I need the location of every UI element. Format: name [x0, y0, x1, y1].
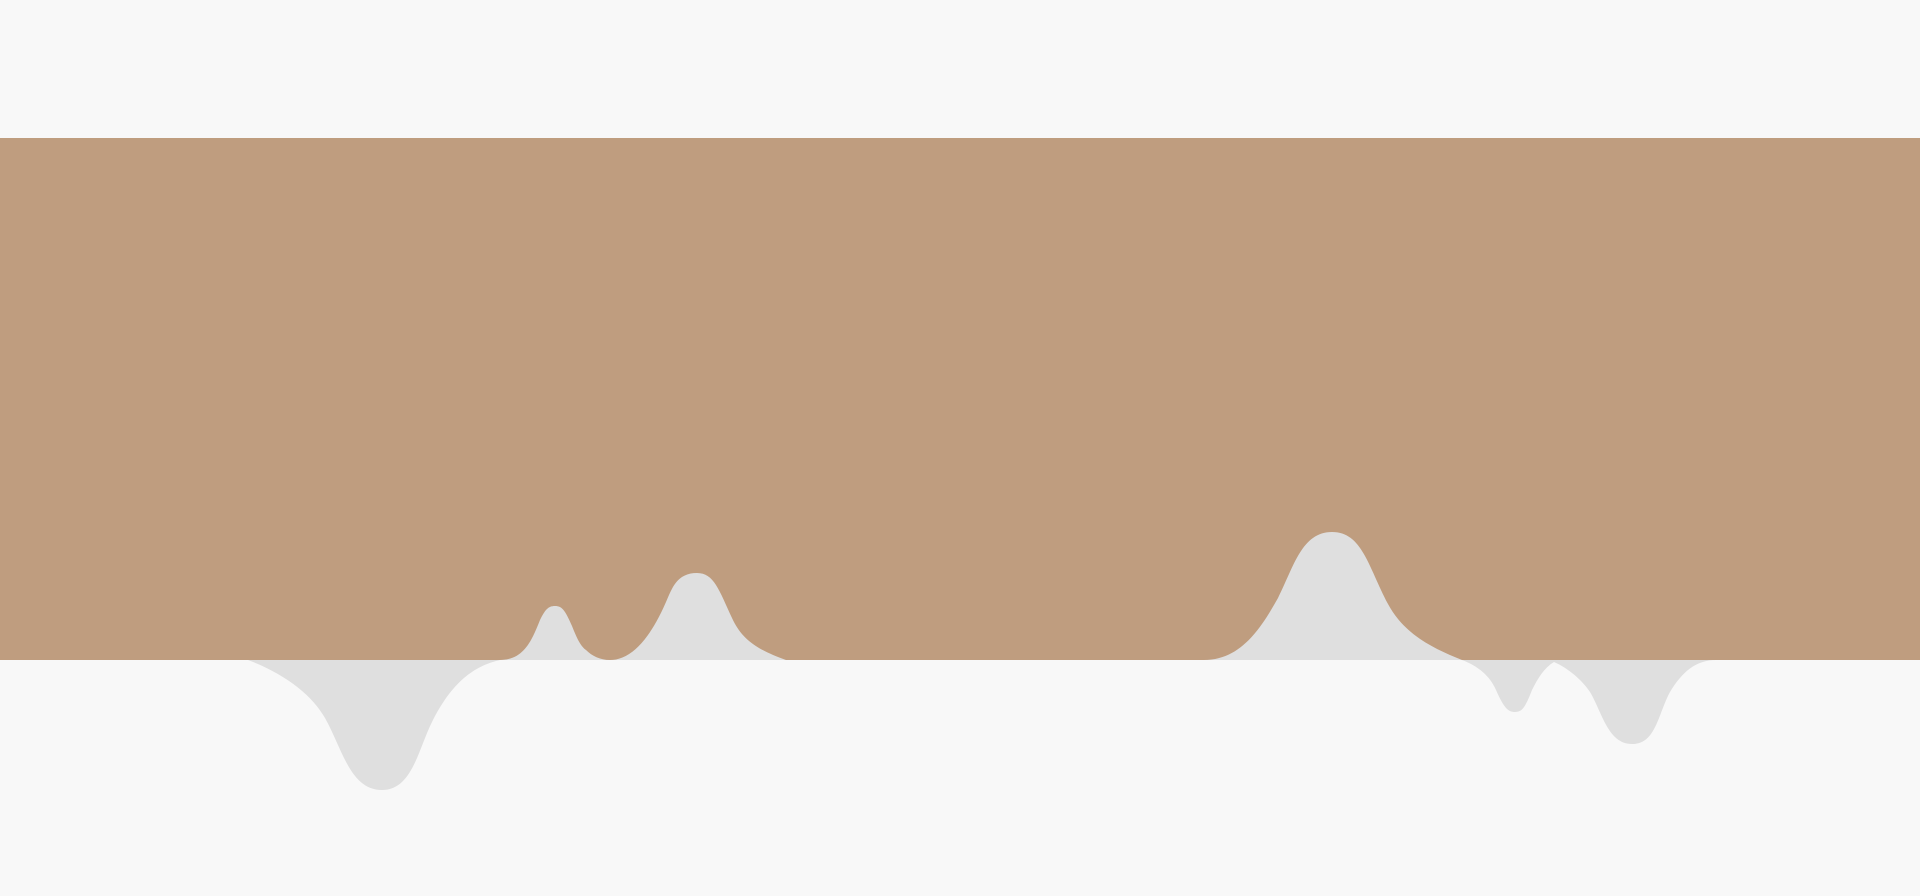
drip-right — [1462, 660, 1716, 744]
bump-center-right — [1204, 532, 1462, 660]
drip-left — [248, 660, 500, 790]
band-background — [0, 138, 1920, 660]
bump-center-left — [500, 573, 786, 660]
